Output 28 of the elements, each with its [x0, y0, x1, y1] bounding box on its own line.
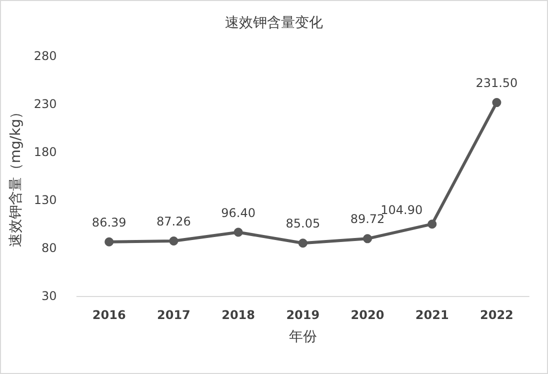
- y-tick-label: 280: [34, 49, 57, 63]
- data-label: 87.26: [156, 214, 191, 229]
- point: [298, 238, 308, 248]
- y-tick-label: 30: [42, 289, 57, 303]
- data-label: 85.05: [286, 216, 320, 231]
- x-tick-label: 2018: [222, 308, 256, 322]
- x-tick-label: 2017: [157, 308, 190, 322]
- point: [363, 234, 372, 244]
- data-label: 96.40: [221, 206, 256, 220]
- x-tick-label: 2021: [415, 308, 449, 322]
- point: [492, 98, 502, 108]
- point: [169, 236, 178, 246]
- data-label: 231.50: [476, 76, 518, 90]
- point: [234, 228, 243, 237]
- y-axis-title: 速效钾含量（mg/kg）: [8, 104, 24, 248]
- chart-title: 速效钾含量变化: [225, 15, 323, 31]
- x-axis-title: 年份: [288, 329, 317, 345]
- data-label: 86.39: [92, 215, 126, 230]
- x-tick-label: 2022: [480, 308, 514, 322]
- y-tick-label: 230: [34, 97, 57, 111]
- y-tick-label: 130: [34, 193, 57, 207]
- x-tick-label: 2019: [286, 308, 320, 322]
- x-tick-label: 2020: [350, 308, 384, 322]
- x-tick-label: 2016: [92, 308, 126, 322]
- y-tick-label: 180: [34, 145, 57, 159]
- point: [428, 220, 437, 229]
- point: [104, 237, 114, 246]
- y-tick-label: 80: [42, 241, 57, 255]
